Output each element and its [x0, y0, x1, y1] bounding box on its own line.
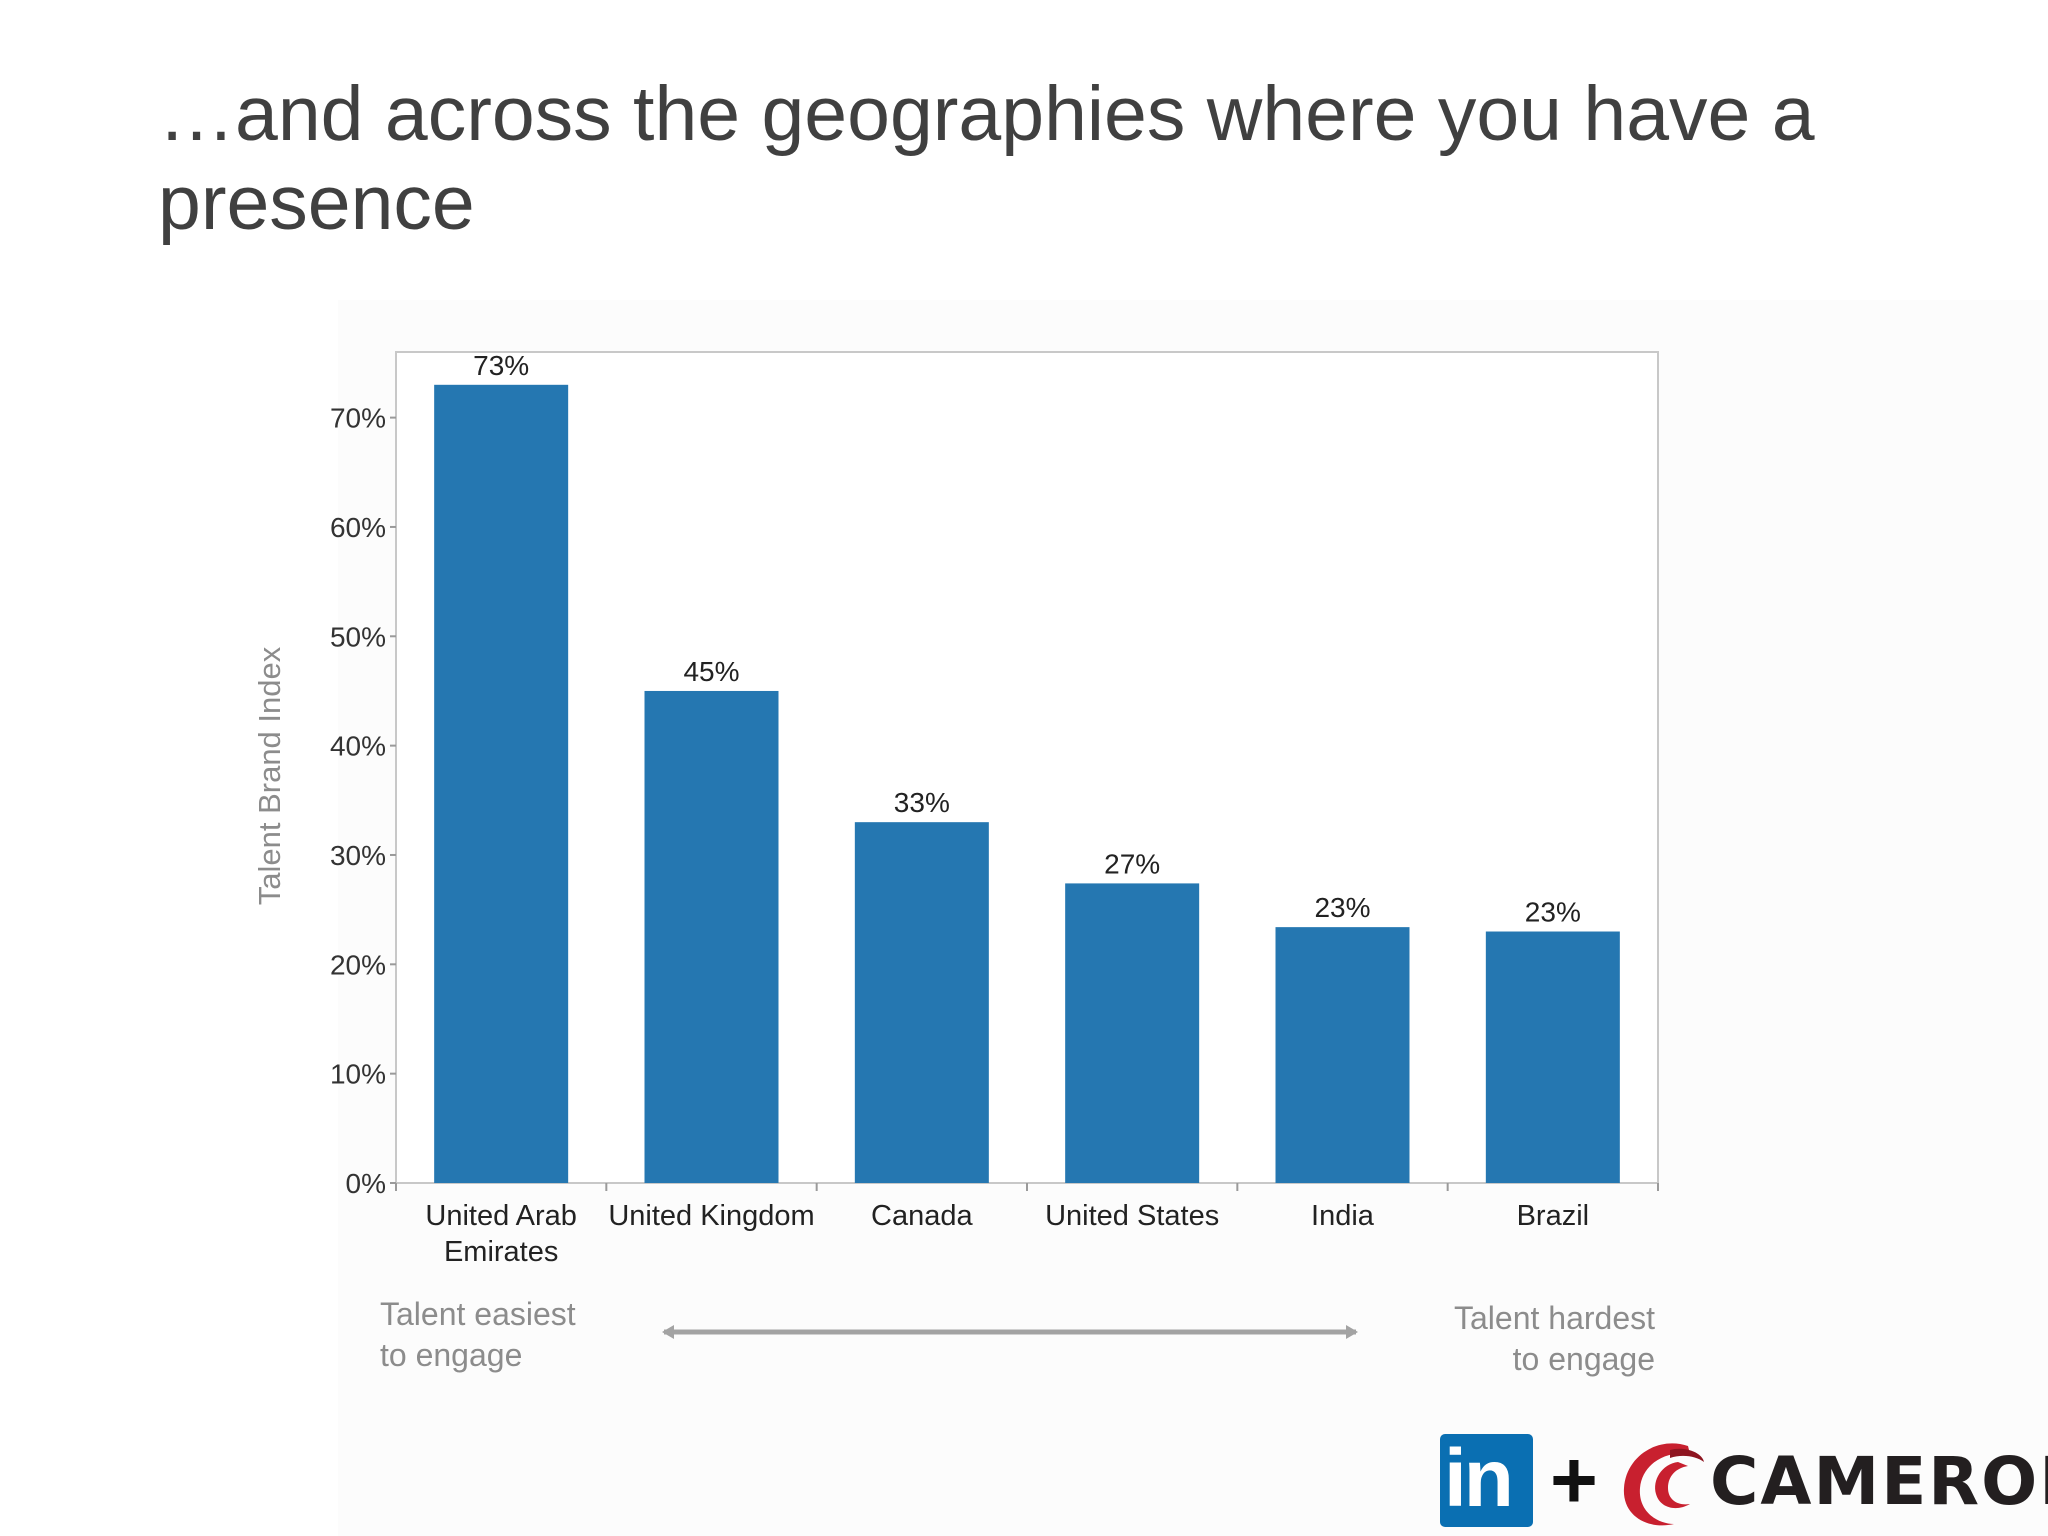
bar	[854, 822, 989, 1183]
x-category-label: United Arab	[425, 1200, 577, 1232]
x-category-label: Brazil	[1517, 1200, 1590, 1232]
engage-easiest-label: Talent easiest to engage	[380, 1294, 680, 1376]
y-tick-label: 60%	[330, 512, 386, 543]
engage-hardest-line2: to engage	[1512, 1341, 1655, 1377]
y-tick-label: 10%	[330, 1059, 386, 1090]
plus-sign: +	[1550, 1435, 1598, 1526]
bar-data-label: 73%	[473, 350, 529, 381]
bar-data-label: 45%	[683, 656, 739, 687]
bar	[1485, 931, 1620, 1183]
x-category-label: United States	[1045, 1200, 1219, 1232]
engage-easiest-line2: to engage	[380, 1337, 523, 1373]
bar-data-label: 27%	[1104, 848, 1160, 879]
bar-data-label: 23%	[1525, 897, 1581, 928]
bar	[434, 384, 569, 1184]
y-tick-label: 70%	[330, 403, 386, 434]
x-category-label: India	[1311, 1200, 1375, 1232]
y-tick-label: 50%	[330, 621, 386, 652]
y-axis-title: Talent Brand Index	[252, 646, 287, 906]
plot-area-frame	[395, 351, 1659, 1184]
cameron-swirl-icon	[1623, 1443, 1704, 1526]
y-tick-label: 40%	[330, 731, 386, 762]
slide-title: …and across the geographies where you ha…	[158, 71, 1815, 246]
engage-hardest-line1: Talent hardest	[1453, 1300, 1655, 1336]
y-tick-label: 20%	[330, 949, 386, 980]
engage-easiest-line1: Talent easiest	[380, 1296, 576, 1332]
partner-logos: in + CAMERON	[1440, 1432, 2048, 1532]
x-category-label: Emirates	[444, 1236, 558, 1268]
bar	[644, 690, 779, 1183]
bar-data-label: 23%	[1314, 892, 1370, 923]
bar	[1065, 883, 1200, 1183]
linkedin-logo: in	[1440, 1433, 1533, 1527]
y-tick-label: 0%	[346, 1168, 386, 1199]
x-category-label: Canada	[871, 1200, 973, 1232]
cameron-logo-text: CAMERON	[1710, 1443, 2048, 1520]
bar	[1275, 927, 1410, 1183]
y-tick-label: 30%	[330, 840, 386, 871]
engage-hardest-label: Talent hardest to engage	[1400, 1298, 1655, 1380]
bar-data-label: 33%	[894, 787, 950, 818]
linkedin-logo-text: in	[1444, 1433, 1514, 1524]
x-category-label: United Kingdom	[608, 1200, 814, 1232]
